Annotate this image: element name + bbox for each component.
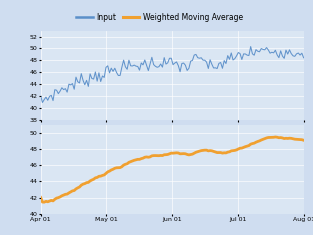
Legend: Input, Weighted Moving Average: Input, Weighted Moving Average xyxy=(73,10,246,25)
